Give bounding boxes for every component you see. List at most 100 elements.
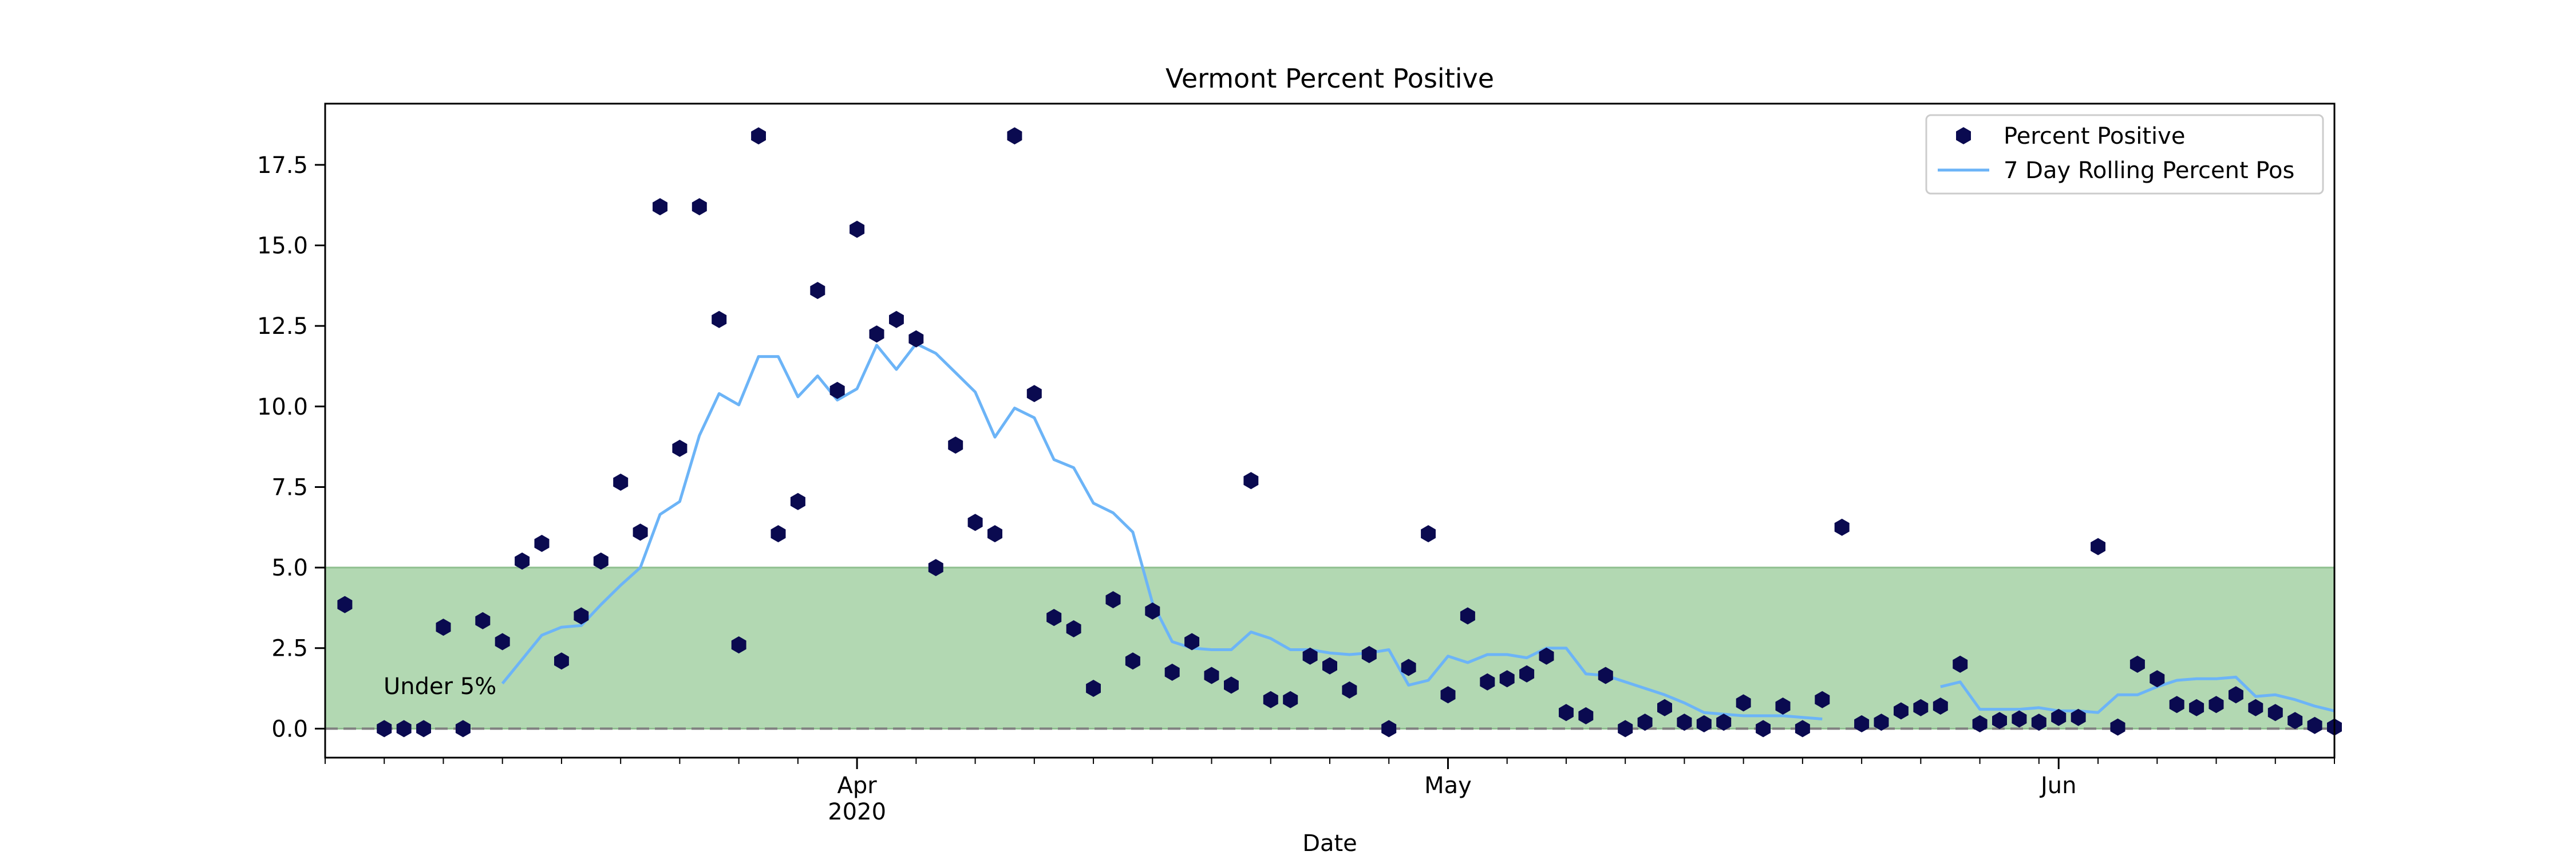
legend-marker-percent-positive bbox=[1956, 127, 1971, 144]
data-point bbox=[1657, 699, 1672, 716]
data-point bbox=[2189, 699, 2204, 716]
data-point bbox=[672, 439, 688, 457]
data-point bbox=[1184, 633, 1200, 651]
data-point bbox=[1598, 667, 1613, 684]
data-point bbox=[337, 596, 353, 613]
y-tick-label: 7.5 bbox=[271, 474, 308, 501]
data-point bbox=[810, 282, 825, 300]
data-point bbox=[1775, 698, 1791, 715]
data-point bbox=[1480, 673, 1495, 691]
data-point bbox=[1381, 720, 1397, 738]
y-tick-label: 15.0 bbox=[257, 233, 308, 259]
data-point bbox=[2071, 708, 2086, 726]
data-point bbox=[1204, 667, 1219, 684]
data-point bbox=[731, 636, 746, 654]
data-point bbox=[2307, 716, 2322, 734]
data-point bbox=[1224, 676, 1239, 694]
data-point bbox=[1716, 714, 1732, 731]
data-point bbox=[1756, 720, 1771, 738]
data-point bbox=[1578, 707, 1594, 724]
chart-title: Vermont Percent Positive bbox=[1165, 63, 1494, 94]
data-point bbox=[1894, 702, 1909, 720]
data-point bbox=[1953, 655, 1968, 673]
data-point bbox=[1145, 602, 1160, 620]
x-tick-year-label: 2020 bbox=[828, 799, 886, 825]
data-point bbox=[1992, 712, 2007, 730]
data-point bbox=[712, 310, 727, 328]
data-point bbox=[633, 523, 648, 541]
data-point bbox=[1007, 127, 1022, 145]
data-point bbox=[1854, 715, 1870, 732]
data-point bbox=[1125, 652, 1140, 670]
data-point bbox=[2150, 670, 2165, 688]
data-point bbox=[475, 612, 491, 629]
x-tick-label: Apr bbox=[837, 773, 878, 799]
y-axis: 0.0 2.5 5.0 7.5 10.0 12.5 15.0 17.5 bbox=[257, 152, 325, 742]
rolling-line-segment-1 bbox=[1940, 675, 2335, 714]
data-point bbox=[790, 492, 805, 510]
data-point bbox=[396, 720, 412, 738]
data-point bbox=[1677, 714, 1692, 731]
data-point bbox=[1519, 665, 1535, 683]
y-tick-label: 2.5 bbox=[271, 636, 308, 662]
data-point bbox=[436, 618, 451, 636]
data-point bbox=[1736, 694, 1751, 712]
data-point bbox=[1834, 518, 1850, 536]
data-point bbox=[1164, 663, 1180, 681]
data-point bbox=[948, 436, 963, 454]
data-point bbox=[1026, 385, 1042, 403]
x-axis-label: Date bbox=[1302, 830, 1357, 857]
data-point bbox=[2031, 714, 2046, 731]
data-point bbox=[2110, 718, 2125, 736]
data-point bbox=[1263, 691, 1278, 708]
data-point bbox=[1795, 720, 1810, 738]
data-point bbox=[1342, 681, 1357, 699]
data-point bbox=[495, 633, 510, 651]
data-point bbox=[515, 552, 530, 570]
data-point bbox=[1696, 715, 1712, 732]
data-point bbox=[1322, 657, 1337, 675]
data-point bbox=[574, 607, 589, 625]
data-point bbox=[1499, 670, 1515, 688]
data-point bbox=[1874, 714, 1889, 731]
data-point bbox=[1361, 646, 1377, 663]
data-point bbox=[377, 720, 392, 738]
legend-box bbox=[1925, 114, 2324, 195]
data-point bbox=[2129, 655, 2145, 673]
data-point bbox=[1637, 714, 1653, 731]
y-tick-label: 5.0 bbox=[271, 555, 308, 581]
data-point bbox=[829, 381, 845, 399]
data-point bbox=[1972, 715, 1988, 732]
data-point bbox=[928, 559, 943, 577]
data-point bbox=[416, 720, 431, 738]
data-point bbox=[2051, 708, 2067, 726]
data-point bbox=[850, 220, 865, 238]
data-point bbox=[908, 330, 924, 348]
threshold-label: Under 5% bbox=[384, 673, 496, 700]
data-point bbox=[1066, 620, 1081, 637]
data-point bbox=[1913, 699, 1929, 716]
data-point bbox=[751, 127, 766, 145]
data-point bbox=[1539, 647, 1554, 665]
data-point bbox=[1460, 607, 1475, 625]
data-point bbox=[869, 325, 884, 343]
threshold-band bbox=[324, 566, 2336, 730]
x-tick-label: May bbox=[1424, 773, 1472, 799]
data-point bbox=[2169, 696, 2184, 714]
data-point bbox=[1046, 609, 1062, 626]
data-point bbox=[889, 310, 904, 328]
legend: Percent Positive 7 Day Rolling Percent P… bbox=[1925, 114, 2324, 195]
data-point bbox=[593, 552, 609, 570]
data-point bbox=[2012, 710, 2027, 728]
data-point bbox=[653, 198, 667, 215]
points-group bbox=[337, 127, 2342, 738]
data-point bbox=[1086, 680, 1101, 697]
data-point bbox=[692, 198, 707, 215]
data-point bbox=[2267, 704, 2283, 722]
data-point bbox=[771, 525, 786, 542]
data-point bbox=[2229, 686, 2243, 704]
data-point bbox=[1933, 698, 1948, 715]
threshold-band-group bbox=[324, 566, 2336, 730]
